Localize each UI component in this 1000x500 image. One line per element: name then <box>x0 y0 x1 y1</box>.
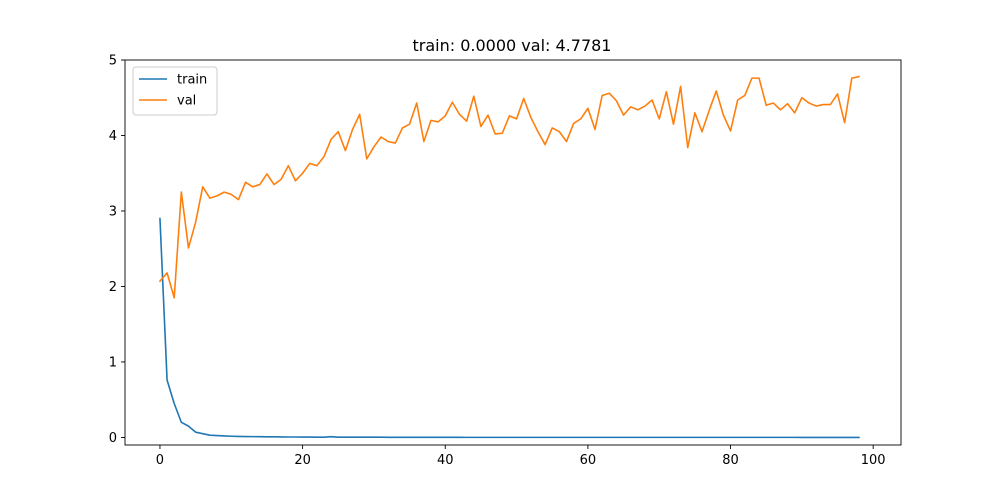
x-tick-label: 0 <box>156 453 164 468</box>
legend-label-train: train <box>177 73 207 88</box>
y-tick-label: 2 <box>109 280 117 295</box>
series-line-train <box>159 217 860 439</box>
axes-frame <box>124 59 902 446</box>
plot-area: 0 20 40 60 80 100 0 1 2 3 4 5 <box>109 54 902 468</box>
x-tick-label: 100 <box>861 453 886 468</box>
y-tick-label: 1 <box>109 355 117 370</box>
x-tick-label: 60 <box>580 453 597 468</box>
x-tick-label: 20 <box>294 453 311 468</box>
chart-title: train: 0.0000 val: 4.7781 <box>413 36 612 55</box>
x-tick-label: 80 <box>722 453 739 468</box>
y-tick-label: 3 <box>109 204 117 219</box>
y-tick-label: 0 <box>109 431 117 446</box>
y-tick-label: 4 <box>109 129 117 144</box>
series-line-val <box>158 75 860 299</box>
y-tick-label: 5 <box>109 54 117 69</box>
x-tick-label: 40 <box>437 453 454 468</box>
legend-label-val: val <box>177 94 196 109</box>
legend: train val <box>132 66 218 116</box>
